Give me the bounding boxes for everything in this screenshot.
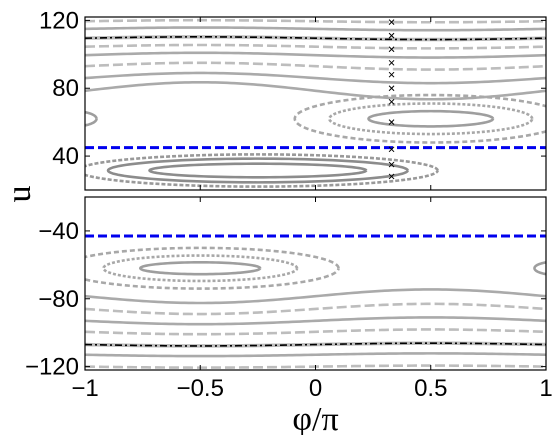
y-tick-label: −40 xyxy=(38,218,79,245)
contour-curve-5 xyxy=(85,71,546,85)
x-marker-stroke-b xyxy=(388,119,395,126)
contour-curve-6 xyxy=(85,316,546,326)
y-tick-label: 40 xyxy=(52,143,79,170)
x-marker-stroke-b xyxy=(388,146,395,153)
contour-curve-3 xyxy=(533,261,546,276)
x-marker-0 xyxy=(388,19,395,25)
x-marker-stroke-b xyxy=(388,161,395,168)
contour-curve-12 xyxy=(106,157,409,184)
panel-top: 120 80 40 xyxy=(39,7,547,191)
x-marker-1 xyxy=(388,32,395,39)
x-marker-stroke-b xyxy=(388,98,395,105)
x-tick-label: 0.5 xyxy=(414,375,447,402)
contour-curve-13 xyxy=(85,153,439,188)
x-marker-5 xyxy=(388,85,395,92)
panel-bottom: −40 −80 −120 xyxy=(25,196,547,381)
x-marker-3 xyxy=(388,59,395,66)
x-marker-stroke-b xyxy=(388,32,395,39)
y-tick-label: 80 xyxy=(52,75,79,102)
x-tick-label: 1 xyxy=(539,375,552,402)
x-marker-10 xyxy=(388,173,395,180)
x-marker-4 xyxy=(388,71,395,78)
contour-curve-11 xyxy=(148,162,368,179)
x-marker-7 xyxy=(388,119,395,126)
contour-curve-4 xyxy=(85,61,546,71)
contour-curve-7 xyxy=(367,109,495,128)
y-tick-label: 120 xyxy=(39,7,79,34)
x-marker-2 xyxy=(388,46,395,53)
x-tick-label: −0.5 xyxy=(177,375,224,402)
x-marker-stroke-b xyxy=(388,173,395,180)
x-tick-label: 0 xyxy=(309,375,322,402)
contour-curve-2 xyxy=(85,246,340,290)
contour-curve-10 xyxy=(85,110,98,127)
contour-curve-9 xyxy=(293,93,546,144)
x-marker-stroke-b xyxy=(388,85,395,92)
contour-curve-8 xyxy=(85,352,546,358)
y-tick-label: −120 xyxy=(25,354,79,381)
x-marker-stroke-b xyxy=(388,71,395,78)
x-marker-6 xyxy=(388,98,395,105)
x-marker-9 xyxy=(388,161,395,168)
y-tick-label: −80 xyxy=(38,286,79,313)
x-tick-label: −1 xyxy=(71,375,98,402)
separatrix-line xyxy=(85,342,546,347)
x-marker-stroke-b xyxy=(388,59,395,66)
contour-curve-5 xyxy=(85,302,546,316)
contour-curve-7 xyxy=(85,328,546,336)
y-axis-label: u xyxy=(1,186,38,203)
contour-curve-4 xyxy=(85,288,546,305)
contour-curve-3 xyxy=(85,51,546,59)
x-axis-label: φ/π xyxy=(292,401,338,435)
x-marker-stroke-b xyxy=(388,46,395,53)
panel-curves xyxy=(85,18,546,188)
x-marker-stroke-b xyxy=(388,19,395,25)
contour-curve-0 xyxy=(138,260,262,276)
panel-curves xyxy=(85,234,546,369)
contour-curve-1 xyxy=(102,254,299,283)
separatrix-line xyxy=(85,36,546,41)
contour-curve-6 xyxy=(85,80,546,101)
contour-curve-2 xyxy=(85,43,546,50)
contour-curve-8 xyxy=(328,102,534,136)
x-marker-8 xyxy=(388,146,395,153)
contour-curve-1 xyxy=(85,26,546,32)
